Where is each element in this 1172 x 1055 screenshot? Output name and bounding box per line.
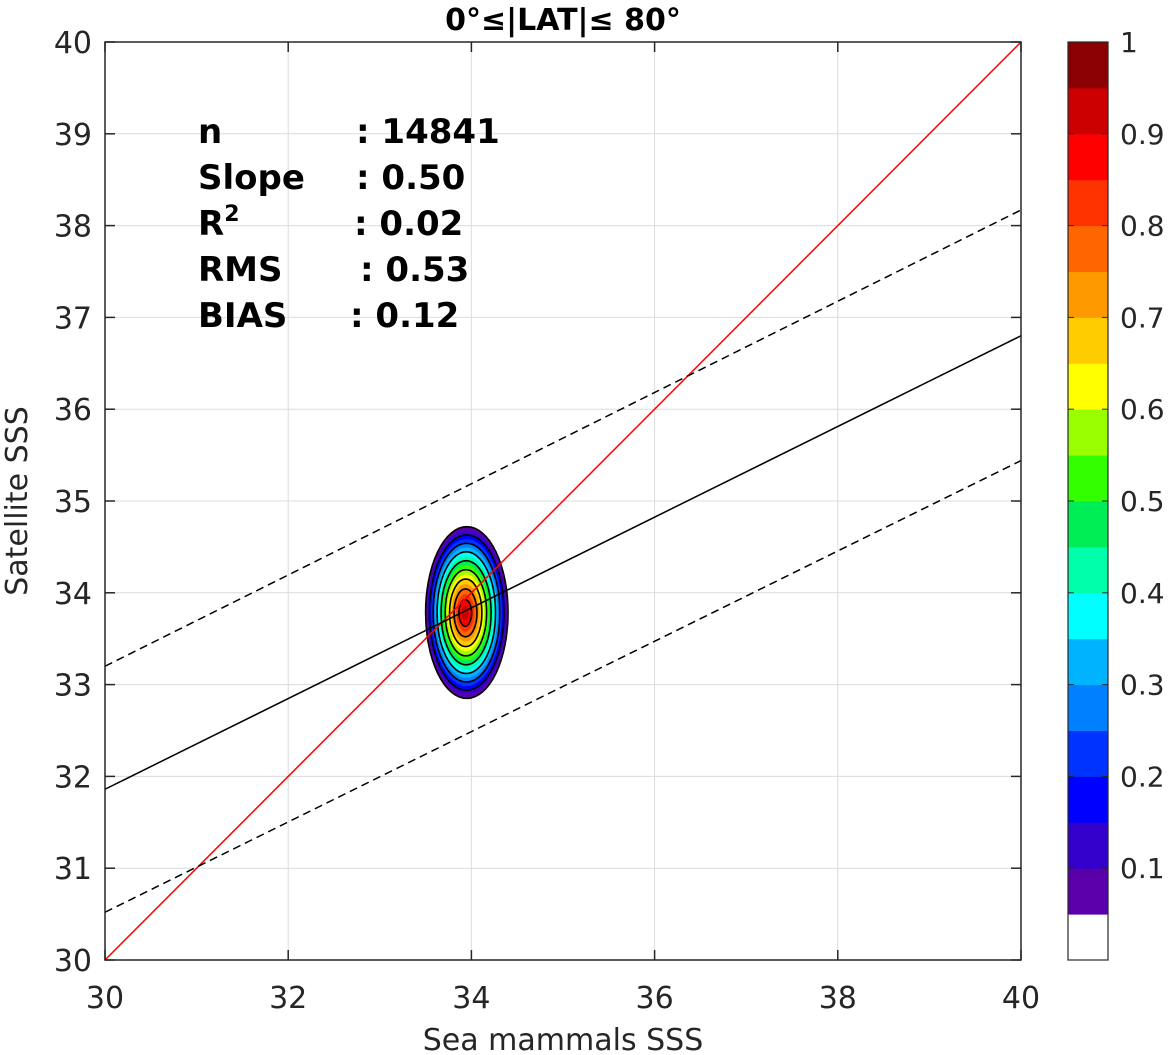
colorbar-tick-label: 0.9 (1120, 118, 1165, 151)
colorbar-segment (1068, 501, 1108, 548)
colorbar-segment (1068, 638, 1108, 686)
colorbar-segment (1068, 868, 1108, 915)
y-tick-label: 35 (54, 485, 92, 520)
upper-bound-line (104, 209, 1022, 667)
colorbar-segment (1068, 409, 1108, 456)
y-tick-label: 34 (54, 577, 92, 612)
colorbar-tick-label: 0.6 (1120, 393, 1165, 426)
lower-bound-line (104, 459, 1022, 913)
colorbar-segment (1068, 133, 1108, 181)
colorbar-tick-label: 0.8 (1120, 210, 1165, 243)
colorbar-segment (1068, 822, 1108, 869)
stat-label: R2 (198, 202, 240, 244)
stat-value: : 0.12 (350, 296, 459, 336)
colorbar-tick-label: 0.2 (1120, 760, 1165, 793)
x-tick-label: 40 (1002, 981, 1040, 1016)
x-tick-label: 34 (452, 981, 490, 1016)
y-tick-label: 37 (54, 301, 92, 336)
colorbar-segment (1068, 42, 1108, 89)
colorbar-segment (1068, 363, 1108, 410)
colorbar-tick-label: 0.4 (1120, 577, 1165, 610)
colorbar-tick-label: 0.3 (1120, 669, 1165, 702)
colorbar-segment (1068, 87, 1108, 135)
colorbar-segment (1068, 455, 1108, 502)
stats-annotation: n : 14841 Slope : 0.50 R2 : 0.02 RMS : 0.53 BIAS… (198, 112, 500, 336)
y-tick-label: 31 (54, 852, 92, 887)
stat-label: RMS (198, 250, 283, 290)
colorbar-segment (1068, 730, 1108, 777)
fit-lines (104, 41, 1022, 961)
stat-value: : 0.02 (354, 204, 463, 244)
y-tick-label: 30 (54, 944, 92, 979)
x-axis-label: Sea mammals SSS (423, 1023, 704, 1055)
stat-label: Slope (198, 158, 305, 198)
colorbar-segment (1068, 684, 1108, 731)
y-tick-label: 39 (54, 118, 92, 153)
colorbar-segment (1068, 546, 1108, 594)
colorbar-tick-label: 0.5 (1120, 485, 1165, 518)
y-tick-label: 40 (54, 26, 92, 61)
y-tick-label: 33 (54, 669, 92, 704)
y-axis-label: Satellite SSS (0, 406, 35, 596)
one-to-one-line (104, 41, 1022, 961)
y-tick-label: 36 (54, 393, 92, 428)
axis-ticks: 30 32 34 36 38 40 30 31 32 33 34 35 36 37 38 39 40 (54, 26, 1040, 1016)
colorbar-tick-label: 0.7 (1120, 301, 1165, 334)
colorbar-segment (1068, 914, 1108, 961)
x-tick-label: 30 (86, 981, 124, 1016)
colorbar-segment (1068, 592, 1108, 640)
colorbar-segment (1068, 179, 1108, 227)
chart-title: 0°≤|LAT|≤ 80° (445, 3, 681, 38)
colorbar-segment (1068, 271, 1108, 318)
stat-label: n (198, 112, 222, 152)
stat-value: : 14841 (356, 112, 500, 152)
colorbar-segment (1068, 225, 1108, 272)
colorbar-segment (1068, 776, 1108, 823)
density-contours (424, 525, 509, 700)
colorbar: 0.1 0.2 0.3 0.4 0.5 0.6 0.7 0.8 0.9 1 (1067, 26, 1165, 961)
stat-value: : 0.50 (356, 158, 465, 198)
colorbar-segment (1068, 317, 1108, 364)
y-tick-label: 38 (54, 210, 92, 245)
stat-label: BIAS (198, 296, 287, 336)
stat-value: : 0.53 (360, 250, 469, 290)
colorbar-tick-label: 1 (1120, 26, 1138, 59)
regression-line (104, 335, 1022, 790)
x-tick-label: 38 (819, 981, 857, 1016)
colorbar-tick-label: 0.1 (1120, 852, 1165, 885)
grid (105, 42, 1021, 960)
y-tick-label: 32 (54, 760, 92, 795)
x-tick-label: 32 (269, 981, 307, 1016)
x-tick-label: 36 (636, 981, 674, 1016)
